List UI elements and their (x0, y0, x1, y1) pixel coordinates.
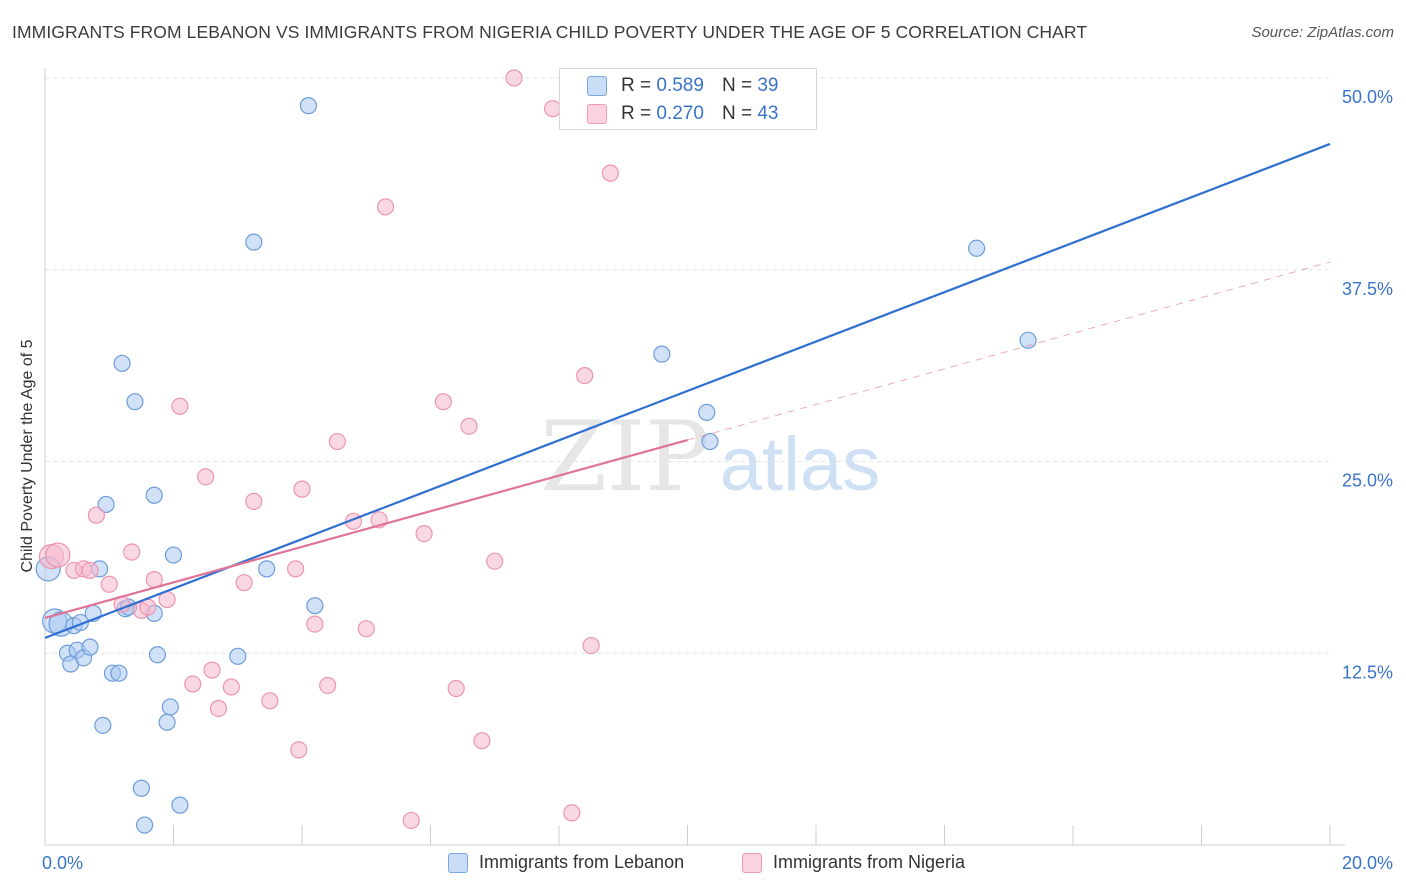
legend-item-lebanon: Immigrants from Lebanon (448, 852, 684, 873)
nigeria-point (563, 804, 581, 822)
legend-n-value-nigeria: 43 (757, 103, 779, 124)
nigeria-point (45, 542, 71, 568)
nigeria-point (582, 636, 600, 655)
legend-swatch-lebanon (448, 852, 468, 873)
lebanon-point (229, 647, 247, 665)
lebanon-point (126, 393, 144, 411)
nigeria-trend-line (44, 438, 688, 620)
y-tick-label: 12.5% (1342, 662, 1393, 682)
nigeria-trend-extension (687, 261, 1331, 441)
nigeria-point (328, 432, 346, 451)
nigeria-point (293, 480, 311, 498)
nigeria-point (486, 552, 504, 570)
legend-n-label: N = (721, 103, 753, 124)
nigeria-point (171, 397, 189, 415)
nigeria-point (505, 69, 523, 87)
nigeria-point (357, 620, 375, 638)
legend-r-value-nigeria: 0.270 (656, 103, 704, 124)
lebanon-point (299, 97, 318, 115)
legend-r-label: R = (621, 103, 652, 124)
lebanon-point (145, 486, 163, 504)
nigeria-point (203, 661, 221, 679)
legend-row-nigeria: R = 0.270 N = 43 (587, 101, 778, 127)
x-tick-label: 20.0% (1342, 853, 1393, 873)
lebanon-point (306, 597, 324, 615)
nigeria-point (81, 561, 99, 580)
nigeria-point (447, 679, 465, 698)
legend-swatch-lebanon (587, 76, 607, 96)
legend-swatch-nigeria (742, 852, 762, 873)
nigeria-point (319, 676, 337, 695)
watermark-atlas: atlas (720, 422, 881, 507)
y-tick-label: 25.0% (1342, 471, 1393, 491)
nigeria-point (473, 732, 491, 750)
source-credit: Source: ZipAtlas.com (1251, 24, 1394, 41)
nigeria-point (261, 692, 279, 710)
nigeria-point (460, 417, 478, 435)
nigeria-point (100, 575, 118, 593)
lebanon-point (81, 638, 99, 656)
lebanon-point (94, 716, 112, 734)
legend-swatch-nigeria (587, 104, 607, 124)
lebanon-point (171, 796, 189, 814)
legend-r-value-lebanon: 0.589 (656, 75, 704, 96)
lebanon-point (701, 432, 719, 451)
lebanon-point (148, 646, 167, 664)
nigeria-point (434, 393, 452, 411)
chart-title: IMMIGRANTS FROM LEBANON VS IMMIGRANTS FR… (12, 22, 1088, 42)
nigeria-point (235, 574, 253, 592)
lebanon-point (968, 239, 986, 257)
nigeria-point (87, 506, 106, 524)
nigeria-point (415, 524, 433, 543)
legend-n-label: N = (721, 75, 753, 96)
nigeria-point (601, 164, 620, 182)
legend-label-nigeria: Immigrants from Nigeria (773, 852, 966, 872)
nigeria-point (290, 741, 308, 759)
lebanon-point (97, 495, 115, 514)
lebanon-point (653, 345, 671, 363)
nigeria-point (197, 468, 215, 486)
nigeria-point (576, 366, 594, 385)
nigeria-point (306, 615, 324, 633)
lebanon-point (110, 664, 128, 682)
lebanon-point (698, 403, 716, 422)
legend-item-nigeria: Immigrants from Nigeria (742, 852, 965, 873)
lebanon-point (135, 816, 154, 834)
nigeria-point (184, 675, 202, 693)
lebanon-point (158, 713, 176, 731)
lebanon-point (245, 233, 263, 251)
legend-n-value-lebanon: 39 (757, 75, 779, 96)
nigeria-point (286, 560, 305, 578)
legend-row-lebanon: R = 0.589 N = 39 (587, 73, 778, 99)
y-tick-label: 37.5% (1342, 279, 1393, 299)
nigeria-point (402, 811, 420, 830)
nigeria-point (209, 699, 228, 718)
legend-label-lebanon: Immigrants from Lebanon (479, 852, 685, 872)
lebanon-point (164, 546, 183, 564)
lebanon-point (113, 354, 131, 372)
legend-r-label: R = (621, 75, 652, 96)
nigeria-point (376, 198, 395, 216)
x-tick-label: 0.0% (42, 853, 83, 873)
nigeria-point (222, 678, 240, 696)
lebanon-point (258, 560, 276, 578)
correlation-legend: R = 0.589 N = 39 R = 0.270 N = 43 (559, 68, 817, 130)
nigeria-point (123, 543, 141, 561)
nigeria-point (245, 492, 263, 510)
series-legend: Immigrants from Lebanon Immigrants from … (0, 852, 1406, 878)
y-tick-label: 50.0% (1342, 87, 1393, 107)
lebanon-point (132, 779, 150, 797)
lebanon-point (161, 698, 179, 716)
lebanon-trend-line (44, 142, 1331, 639)
